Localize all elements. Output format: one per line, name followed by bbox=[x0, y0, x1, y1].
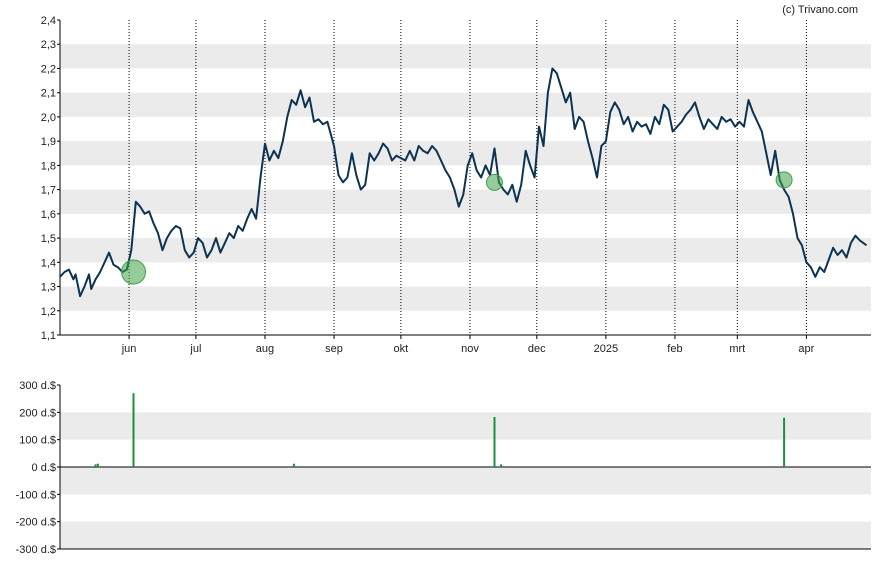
volume-bar bbox=[132, 393, 135, 467]
price-x-tick-label: feb bbox=[667, 343, 682, 355]
price-y-tick-label: 2,0 bbox=[41, 112, 56, 124]
transaction-marker bbox=[775, 171, 793, 189]
price-y-tick-label: 1,4 bbox=[41, 257, 56, 269]
price-y-tick-label: 1,6 bbox=[41, 209, 56, 221]
price-y-tick-label: 2,4 bbox=[41, 15, 56, 27]
transaction-marker bbox=[121, 259, 147, 285]
volume-y-tick-label: -100 d.$ bbox=[16, 489, 56, 501]
price-x-tick-label: jul bbox=[189, 343, 201, 355]
price-y-tick-label: 1,1 bbox=[41, 330, 56, 342]
volume-bar bbox=[783, 417, 786, 467]
price-y-tick-label: 2,2 bbox=[41, 63, 56, 75]
price-y-tick-label: 1,8 bbox=[41, 160, 56, 172]
price-grid-band bbox=[60, 286, 871, 311]
price-grid-band bbox=[60, 189, 871, 214]
price-x-tick-label: dec bbox=[528, 343, 546, 355]
price-grid-band bbox=[60, 141, 871, 166]
price-y-tick-label: 1,2 bbox=[41, 306, 56, 318]
price-x-tick-label: sep bbox=[325, 343, 343, 355]
price-grid-band bbox=[60, 238, 871, 263]
price-grid-band bbox=[60, 44, 871, 69]
price-y-tick-label: 1,7 bbox=[41, 185, 56, 197]
price-x-tick-label: 2025 bbox=[594, 343, 618, 355]
volume-grid-band bbox=[60, 467, 871, 495]
volume-grid-band bbox=[60, 412, 871, 440]
volume-bar bbox=[500, 464, 503, 467]
volume-bar bbox=[94, 464, 97, 467]
volume-y-tick-label: 100 d.$ bbox=[19, 435, 56, 447]
price-x-tick-label: aug bbox=[256, 343, 274, 355]
price-y-tick-label: 1,3 bbox=[41, 282, 56, 294]
price-y-tick-label: 2,3 bbox=[41, 39, 56, 51]
price-x-tick-label: jun bbox=[121, 343, 137, 355]
price-x-tick-label: nov bbox=[461, 343, 479, 355]
volume-y-tick-label: 300 d.$ bbox=[19, 380, 56, 392]
volume-y-tick-label: 200 d.$ bbox=[19, 407, 56, 419]
price-x-tick-label: apr bbox=[798, 343, 814, 355]
price-series-line bbox=[59, 67, 868, 298]
price-y-tick-label: 1,9 bbox=[41, 136, 56, 148]
volume-bar bbox=[493, 417, 496, 467]
volume-y-tick-label: -200 d.$ bbox=[16, 517, 56, 529]
volume-y-tick-label: -300 d.$ bbox=[16, 544, 56, 556]
price-y-tick-label: 2,1 bbox=[41, 88, 56, 100]
price-y-tick-label: 1,5 bbox=[41, 233, 56, 245]
volume-bar bbox=[96, 463, 99, 467]
price-x-tick-label: okt bbox=[394, 343, 409, 355]
price-grid-band bbox=[60, 92, 871, 117]
price-x-tick-label: mrt bbox=[729, 343, 745, 355]
volume-grid-band bbox=[60, 521, 871, 549]
attribution-label: (c) Trivano.com bbox=[782, 4, 858, 16]
volume-bar bbox=[292, 463, 295, 467]
transaction-marker bbox=[485, 173, 503, 191]
volume-y-tick-label: 0 d.$ bbox=[32, 462, 56, 474]
